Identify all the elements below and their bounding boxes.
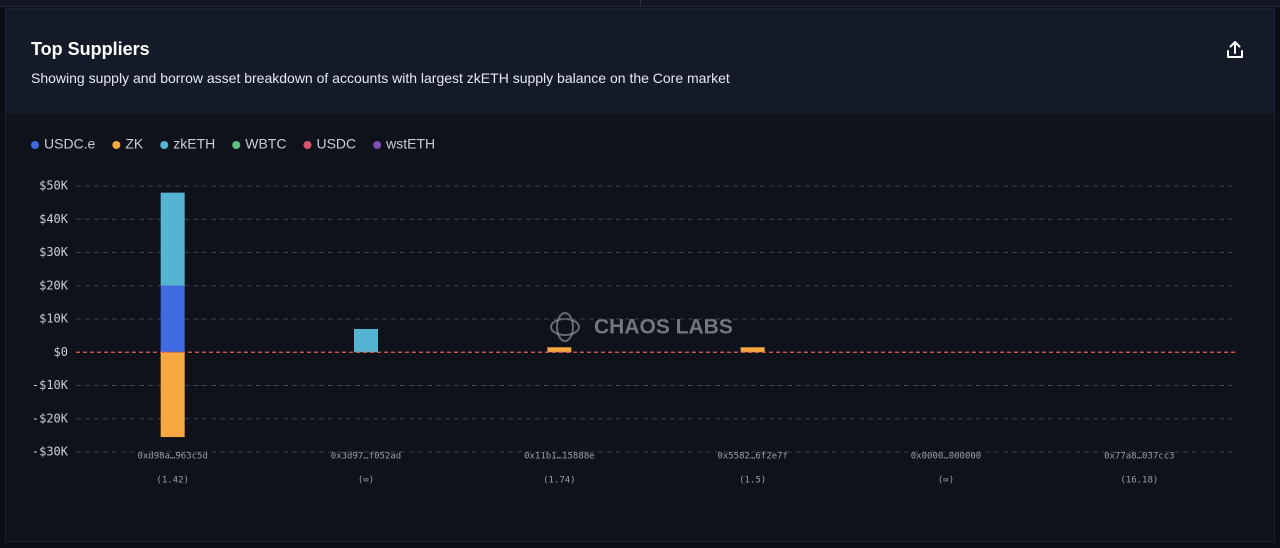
legend-label: wstETH <box>385 136 435 152</box>
bar-segment <box>354 328 378 353</box>
x-tick-label: 0x5582…6f2e7f <box>717 452 787 462</box>
legend-label: zkETH <box>173 136 215 152</box>
y-tick-label: $30K <box>39 245 69 259</box>
watermark-logo <box>550 318 580 336</box>
legend-dot <box>160 141 169 149</box>
top-strip <box>0 0 1280 7</box>
x-tick-sublabel: (1.74) <box>543 476 576 486</box>
legend-label: USDC.e <box>44 136 96 152</box>
x-tick-sublabel: (∞) <box>938 476 954 486</box>
y-tick-label: $10K <box>39 312 69 326</box>
y-tick-label: $0 <box>54 345 68 359</box>
bar-segment <box>160 352 185 438</box>
legend-dot <box>112 141 121 149</box>
legend-dot <box>373 141 382 149</box>
x-tick-label: 0x11b1…15888e <box>524 452 594 462</box>
x-tick-label: 0x3d97…f052ad <box>331 452 401 462</box>
y-tick-label: -$30K <box>32 445 69 459</box>
x-tick-label: 0xd98a…963c5d <box>137 452 207 462</box>
watermark-logo <box>556 312 574 342</box>
subtitle: Showing supply and borrow asset breakdow… <box>31 70 730 86</box>
divider <box>640 0 641 6</box>
x-tick-label: 0x77a8…037cc3 <box>1104 452 1174 462</box>
x-tick-label: 0x0000…000000 <box>911 452 981 462</box>
title: Top Suppliers <box>31 39 150 59</box>
bar-segment <box>740 347 765 353</box>
bar-segment <box>547 347 572 353</box>
legend-label: WBTC <box>245 136 286 152</box>
y-tick-label: -$10K <box>32 378 69 392</box>
y-tick-label: -$20K <box>32 411 69 425</box>
legend-dot <box>303 141 312 149</box>
legend-dot <box>31 141 39 149</box>
y-tick-label: $50K <box>39 179 69 193</box>
legend-label: USDC <box>316 136 356 152</box>
card: Top Suppliers Showing supply and borrow … <box>5 8 1275 542</box>
watermark: CHAOS LABS <box>594 316 733 339</box>
export-button[interactable] <box>1224 39 1246 61</box>
y-tick-label: $40K <box>39 212 69 226</box>
legend-label: ZK <box>125 136 144 152</box>
x-tick-sublabel: (16.18) <box>1120 476 1158 486</box>
x-tick-sublabel: (∞) <box>358 476 374 486</box>
card-header: Top Suppliers Showing supply and borrow … <box>6 9 1274 114</box>
x-tick-sublabel: (1.5) <box>739 476 766 486</box>
legend-dot <box>232 141 241 149</box>
bar-segment <box>160 285 185 353</box>
y-tick-label: $20K <box>39 278 69 292</box>
x-tick-sublabel: (1.42) <box>156 476 189 486</box>
bar-segment <box>160 192 185 286</box>
